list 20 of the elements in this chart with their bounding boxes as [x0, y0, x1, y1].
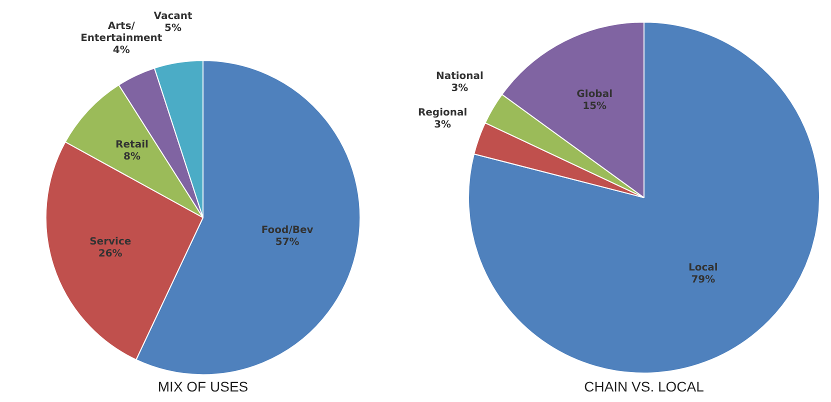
slice-label: Food/Bev — [261, 225, 314, 236]
data-label: 3% — [434, 120, 452, 131]
slice-label: Retail — [116, 140, 148, 151]
slice-label: Arts/Entertainment — [80, 20, 162, 44]
data-label: 79% — [691, 274, 716, 286]
data-label: 57% — [275, 237, 300, 248]
data-label: 15% — [582, 101, 607, 112]
slice-label: Global — [576, 89, 613, 100]
data-label: 3% — [451, 83, 468, 94]
data-label: 26% — [98, 248, 122, 260]
data-label: 5% — [164, 22, 182, 34]
text: CHAIN VS. LOCAL — [584, 378, 704, 394]
slice-label: Vacant — [154, 10, 192, 22]
slice-label: Service — [90, 236, 132, 248]
slice-label: Local — [688, 262, 718, 274]
slice-label: Regional — [418, 108, 468, 119]
text: MIX OF USES — [158, 378, 248, 394]
data-label: 4% — [112, 44, 130, 56]
slice-label: National — [436, 71, 484, 82]
data-label: 8% — [124, 152, 140, 163]
